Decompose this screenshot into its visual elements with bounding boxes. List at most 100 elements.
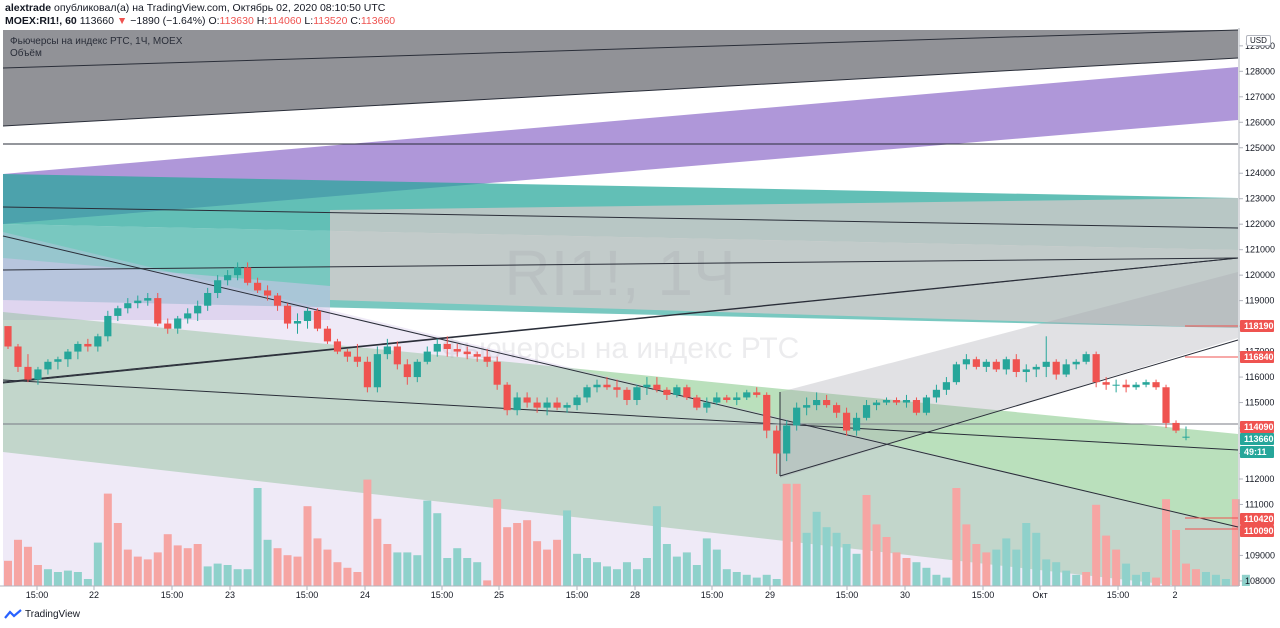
volume-bar xyxy=(593,562,601,586)
candle-body xyxy=(593,384,601,388)
author-name[interactable]: alextrade xyxy=(5,2,52,14)
candle-body xyxy=(503,384,511,411)
volume-bar xyxy=(323,549,332,586)
time-axis[interactable]: 15:00 22 15:00 23 15:00 24 15:00 25 15:00 28 15:00… xyxy=(26,586,1178,600)
volume-bar xyxy=(333,562,342,586)
candle-body xyxy=(84,343,92,347)
candle-body xyxy=(852,417,861,431)
candle-body xyxy=(1122,384,1130,388)
volume-bar xyxy=(1072,574,1081,586)
candle-body xyxy=(1112,384,1120,386)
candle-body xyxy=(952,364,960,383)
volume-bar xyxy=(1002,538,1011,586)
volume-bar xyxy=(93,542,102,586)
volume-bar xyxy=(533,541,542,586)
volume-bar xyxy=(972,544,981,586)
volume-bar xyxy=(223,565,232,586)
candle-body xyxy=(1182,436,1190,438)
symbol-watermark: RI1!, 1Ч Фьючерсы на индекс РТС xyxy=(441,237,800,365)
price-tag-box xyxy=(1240,446,1274,458)
footer-brand: TradingView xyxy=(4,609,80,620)
candle-body xyxy=(413,361,421,378)
volume-bar xyxy=(822,527,831,586)
candle-body xyxy=(623,389,631,400)
volume-bar xyxy=(143,559,152,586)
volume-bar xyxy=(163,534,172,586)
trendline-3 xyxy=(2,206,1239,229)
trendline-7 xyxy=(2,379,1239,451)
candle-body xyxy=(393,346,401,365)
price-tag-label: 110420 xyxy=(1244,514,1274,524)
volume-bar xyxy=(742,574,751,586)
volume-bar xyxy=(123,549,132,586)
candle-body xyxy=(184,313,192,319)
trendline-1 xyxy=(2,29,1239,69)
candle-body xyxy=(154,298,162,324)
candle-body xyxy=(902,400,911,403)
volume-bar xyxy=(662,544,671,586)
time-tick-label: 15:00 xyxy=(1107,590,1130,600)
candle-body xyxy=(862,405,871,418)
candlestick-series xyxy=(4,262,1190,474)
zone-lavender-bottom xyxy=(3,232,1238,586)
candle-body xyxy=(174,318,182,329)
candle-body xyxy=(4,326,12,347)
candle-body xyxy=(1152,382,1160,388)
volume-bar xyxy=(463,558,472,586)
candle-body xyxy=(144,298,152,301)
volume-bar xyxy=(233,569,242,586)
candle-body xyxy=(683,387,691,398)
volume-bar xyxy=(1201,572,1210,586)
candle-body xyxy=(44,361,52,370)
candle-body xyxy=(24,366,32,380)
price-tick-label: 111000 xyxy=(1245,499,1274,509)
candle-body xyxy=(962,359,970,365)
candle-body xyxy=(723,397,731,400)
price-tags: 118190 116840 114090 113660 49:11 110420 11009… xyxy=(1240,320,1274,537)
candle-body xyxy=(813,400,821,406)
volume-bar xyxy=(842,544,851,586)
price-tag-label: 49:11 xyxy=(1244,447,1267,457)
volume-bar xyxy=(852,553,861,586)
symbol-label[interactable]: MOEX:RI1!, 60 xyxy=(5,15,77,27)
candle-body xyxy=(543,402,551,408)
price-tick-label: 119000 xyxy=(1245,296,1274,306)
candle-body xyxy=(773,430,781,454)
volume-bar xyxy=(672,556,681,586)
candle-body xyxy=(673,387,681,395)
volume-bar xyxy=(752,577,761,586)
candle-body xyxy=(114,308,122,316)
volume-bar xyxy=(692,565,701,586)
price-tag-box xyxy=(1240,421,1274,433)
candle-body xyxy=(443,343,451,350)
trendline-6 xyxy=(2,235,1239,528)
candle-body xyxy=(423,351,431,362)
volume-bar xyxy=(712,549,721,586)
candle-body xyxy=(353,356,362,362)
volume-bar xyxy=(293,556,302,586)
candle-body xyxy=(872,402,881,406)
price-tag-box xyxy=(1240,433,1274,445)
legend-volume[interactable]: Объём xyxy=(10,48,42,59)
candle-body xyxy=(783,425,791,454)
time-tick-label: 15:00 xyxy=(972,590,995,600)
volume-bar xyxy=(13,539,22,586)
time-tick-label: 29 xyxy=(765,590,775,600)
candle-body xyxy=(523,397,531,403)
currency-label[interactable]: USD xyxy=(1246,35,1271,46)
volume-bar xyxy=(612,569,621,586)
candle-body xyxy=(283,305,292,324)
zone-gray xyxy=(3,30,1238,126)
price-axis[interactable]: 1080001090001100001110001120001130001140… xyxy=(1239,41,1275,586)
volume-bar xyxy=(193,544,202,586)
volume-bar xyxy=(343,567,352,586)
candle-body xyxy=(243,267,252,283)
volume-bar xyxy=(273,548,282,586)
open-label: O: xyxy=(208,15,220,27)
legend-title[interactable]: Фьючерсы на индекс РТС, 1Ч, MOEX xyxy=(10,36,183,47)
volume-bar xyxy=(503,527,512,586)
time-tick-label: 25 xyxy=(494,590,504,600)
volume-bar xyxy=(113,523,122,586)
candle-body xyxy=(34,369,42,380)
